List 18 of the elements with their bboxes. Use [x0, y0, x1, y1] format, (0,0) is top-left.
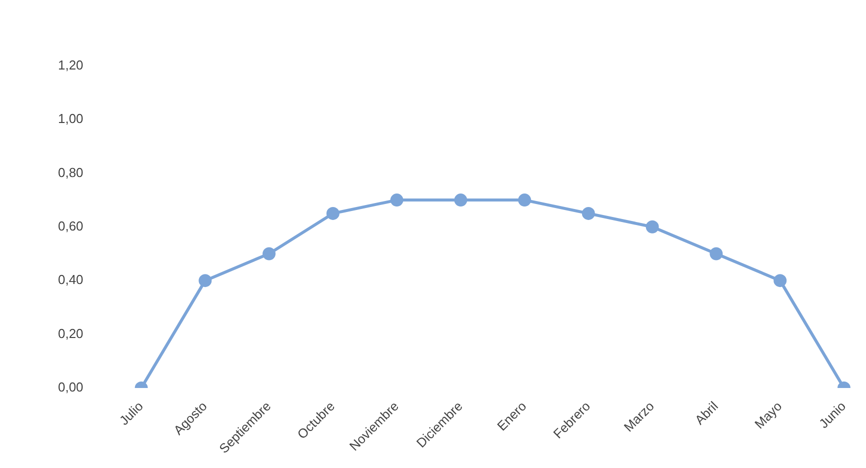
point — [454, 194, 468, 207]
y-tick-label: 0,40 — [58, 272, 84, 288]
point — [198, 274, 212, 288]
y-tick-label: 0,00 — [58, 380, 84, 395]
point — [582, 206, 595, 220]
y-tick-label: 0,20 — [58, 326, 84, 341]
point — [774, 274, 787, 288]
point — [326, 206, 340, 220]
point — [390, 194, 404, 207]
y-tick-label: 0,80 — [58, 164, 84, 180]
y-tick-label: 1,00 — [58, 111, 84, 126]
y-tick-label: 0,60 — [58, 218, 84, 234]
x-tick-label: Julio — [116, 398, 146, 428]
point — [646, 220, 659, 234]
y-tick-label: 1,20 — [58, 57, 84, 72]
point — [710, 247, 723, 260]
point — [518, 194, 532, 207]
point — [262, 247, 276, 260]
